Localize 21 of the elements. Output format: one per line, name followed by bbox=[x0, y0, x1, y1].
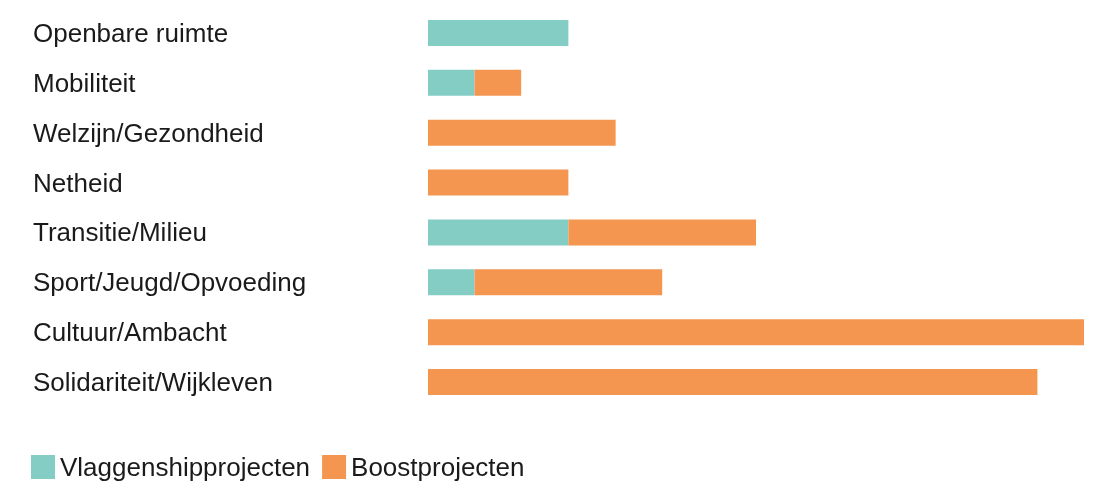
bar bbox=[428, 169, 569, 196]
y-tick-label: Sport/Jeugd/Opvoeding bbox=[33, 267, 307, 298]
y-tick-label: Solidariteit/Wijkleven bbox=[33, 367, 273, 398]
legend-label: Boostprojecten bbox=[351, 452, 525, 482]
bar bbox=[474, 69, 522, 96]
y-tick-label: Transitie/Milieu bbox=[33, 217, 207, 248]
bar bbox=[474, 269, 663, 296]
bar bbox=[428, 69, 475, 96]
bar bbox=[428, 269, 475, 296]
bar bbox=[428, 369, 1038, 396]
bar bbox=[568, 219, 756, 246]
bar bbox=[428, 19, 569, 46]
legend-label: Vlaggenshipprojecten bbox=[60, 452, 311, 482]
y-tick-label: Cultuur/Ambacht bbox=[33, 317, 228, 348]
y-tick-label: Openbare ruimte bbox=[33, 17, 229, 48]
bar bbox=[428, 119, 616, 146]
y-tick-label: Welzijn/Gezondheid bbox=[33, 117, 264, 148]
y-tick-label: Mobiliteit bbox=[33, 67, 137, 98]
bar bbox=[428, 219, 569, 246]
y-tick-label: Netheid bbox=[33, 167, 123, 198]
bar bbox=[428, 319, 1084, 346]
